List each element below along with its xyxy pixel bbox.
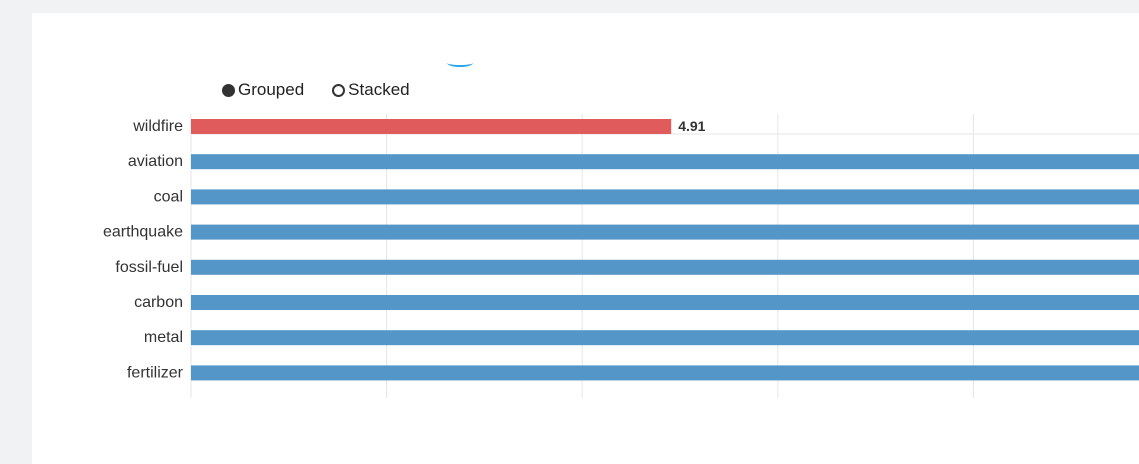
- chart-mode-toggle: Grouped Stacked: [222, 80, 410, 100]
- category-labels: wildfire 4.91 aviation coal earthquake fossil…: [103, 118, 706, 381]
- stacked-label: Stacked: [348, 80, 410, 99]
- bar-fertilizer[interactable]: [191, 365, 1139, 381]
- bar-earthquake[interactable]: [191, 224, 1139, 240]
- category-label-carbon: carbon: [134, 294, 183, 311]
- bar-carbon[interactable]: [191, 295, 1139, 310]
- category-label-aviation: aviation: [128, 153, 183, 170]
- stacked-radio-icon[interactable]: [332, 83, 346, 97]
- data-label-wildfire: 4.91: [678, 118, 705, 134]
- bar-aviation[interactable]: [191, 154, 1139, 170]
- category-label-fertilizer: fertilizer: [127, 364, 184, 381]
- category-label-fossil-fuel: fossil-fuel: [115, 259, 183, 276]
- bars: [191, 119, 1139, 381]
- category-label-coal: coal: [154, 188, 183, 205]
- bar-fossil-fuel[interactable]: [191, 259, 1139, 275]
- bar-metal[interactable]: [191, 330, 1139, 346]
- grouped-radio-icon[interactable]: [222, 83, 235, 97]
- grouped-label: Grouped: [238, 80, 305, 99]
- grouped-option[interactable]: Grouped: [222, 80, 304, 100]
- bar-wildfire[interactable]: [191, 119, 672, 134]
- category-label-wildfire: wildfire: [132, 118, 183, 135]
- category-label-earthquake: earthquake: [103, 224, 183, 241]
- bar-coal[interactable]: [191, 189, 1139, 205]
- stacked-option[interactable]: Stacked: [332, 80, 410, 100]
- loading-spinner-icon: [447, 59, 473, 67]
- category-label-metal: metal: [144, 329, 183, 346]
